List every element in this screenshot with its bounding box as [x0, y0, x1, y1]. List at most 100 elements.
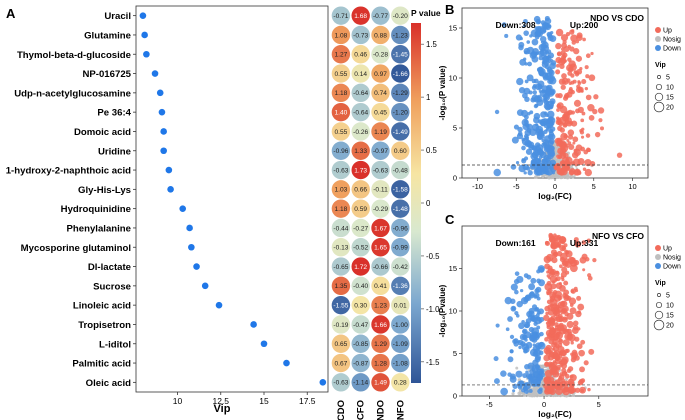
- up-point: [570, 120, 578, 127]
- up-point: [574, 387, 581, 393]
- up-point: [573, 99, 582, 107]
- heatmap-cell: [371, 6, 390, 25]
- down-point: [543, 129, 548, 135]
- down-point: [507, 316, 513, 322]
- metabolite-label: Glutamine: [84, 30, 131, 41]
- heatmap-value: 1.18: [334, 206, 347, 213]
- heatmap-value: 1.18: [334, 90, 347, 97]
- up-point: [553, 237, 558, 242]
- down-point: [504, 33, 509, 38]
- vip-plot-frame: [135, 5, 329, 393]
- down-point: [523, 24, 527, 28]
- up-point: [586, 238, 591, 243]
- up-point: [568, 380, 575, 387]
- heatmap-cell: [331, 83, 351, 103]
- down-point: [527, 61, 532, 67]
- down-point: [513, 124, 519, 130]
- down-point: [530, 317, 535, 322]
- up-point: [568, 297, 577, 305]
- up-point: [580, 339, 586, 345]
- down-point: [543, 154, 551, 163]
- down-point: [528, 326, 535, 333]
- heatmap-value: -0.63: [373, 167, 388, 174]
- y-axis-title: -log₁₀(P value): [438, 65, 447, 120]
- panel-c-label: C: [445, 212, 455, 227]
- metabolite-label: Udp-n-acetylglucosamine: [14, 88, 131, 99]
- down-point: [529, 375, 536, 383]
- heatmap-value: -0.64: [353, 90, 368, 97]
- up-point: [546, 332, 553, 339]
- down-point: [538, 341, 545, 347]
- up-point: [562, 260, 569, 267]
- up-point: [554, 315, 563, 323]
- heatmap-cell: [331, 238, 351, 257]
- colorbar-tick-label: 0: [426, 199, 431, 208]
- heatmap-cell: [371, 141, 390, 160]
- up-point: [561, 162, 570, 171]
- heatmap-value: 1.66: [374, 322, 387, 329]
- up-point: [570, 341, 574, 345]
- heatmap-cell: [391, 45, 410, 64]
- heatmap-cell: [351, 25, 370, 45]
- down-point: [504, 296, 512, 305]
- up-point: [561, 278, 565, 282]
- up-point: [558, 235, 567, 244]
- heatmap-value: 0.14: [354, 71, 367, 78]
- heatmap-cell: [331, 122, 351, 141]
- heatmap-value: -1.09: [393, 341, 408, 348]
- down-point: [524, 331, 532, 339]
- nosig-point: [573, 174, 576, 178]
- up-point: [547, 287, 553, 293]
- heatmap-cell: [371, 45, 390, 64]
- down-point: [537, 148, 544, 155]
- pvalue-colorbar: [411, 23, 421, 383]
- heatmap-column-label: NDO: [376, 400, 387, 420]
- heatmap-cell: [331, 45, 351, 64]
- plot-title: NDO VS CDO: [590, 13, 644, 23]
- down-count: Down:308: [495, 20, 535, 30]
- heatmap-value: -0.20: [393, 13, 408, 20]
- x-tick-label: 10: [628, 182, 636, 191]
- heatmap-cell: [351, 353, 370, 373]
- down-point: [521, 158, 527, 164]
- up-point: [570, 259, 578, 267]
- down-point: [544, 50, 550, 55]
- up-point: [593, 94, 599, 100]
- up-point: [566, 312, 574, 320]
- down-point: [547, 52, 555, 59]
- heatmap-value: 0.60: [394, 148, 407, 155]
- y-tick-label: 0: [453, 174, 457, 183]
- x-tick-label: -10: [472, 182, 483, 191]
- up-point: [557, 52, 561, 56]
- heatmap-value: 0.74: [374, 90, 387, 97]
- metabolite-label: Tropisetron: [78, 320, 131, 331]
- vip-point: [156, 89, 164, 97]
- down-point: [542, 165, 549, 172]
- metabolite-label: Phenylalanine: [66, 223, 131, 234]
- up-point: [564, 373, 570, 379]
- vip-point: [141, 31, 148, 39]
- up-point: [616, 152, 623, 158]
- down-point: [512, 338, 518, 344]
- heatmap-cell: [391, 373, 410, 392]
- heatmap-column-label: CDO: [336, 400, 347, 420]
- heatmap-cell: [391, 83, 410, 103]
- legend-marker: [655, 263, 661, 269]
- heatmap-value: 1.40: [334, 109, 347, 116]
- up-point: [555, 28, 564, 37]
- down-point: [537, 131, 545, 140]
- up-point: [585, 53, 591, 59]
- vip-point: [260, 340, 268, 348]
- colorbar-tick-label: 1: [426, 93, 430, 102]
- heatmap-value: -0.52: [353, 245, 368, 252]
- down-point: [525, 166, 531, 171]
- heatmap-cell: [391, 180, 410, 199]
- heatmap-cell: [351, 257, 370, 276]
- heatmap-value: -1.48: [393, 206, 408, 213]
- up-point: [565, 270, 570, 275]
- down-point: [545, 120, 554, 128]
- down-point: [531, 55, 539, 63]
- down-point: [523, 30, 529, 36]
- up-point: [586, 148, 591, 153]
- heatmap-value: -1.49: [393, 129, 408, 136]
